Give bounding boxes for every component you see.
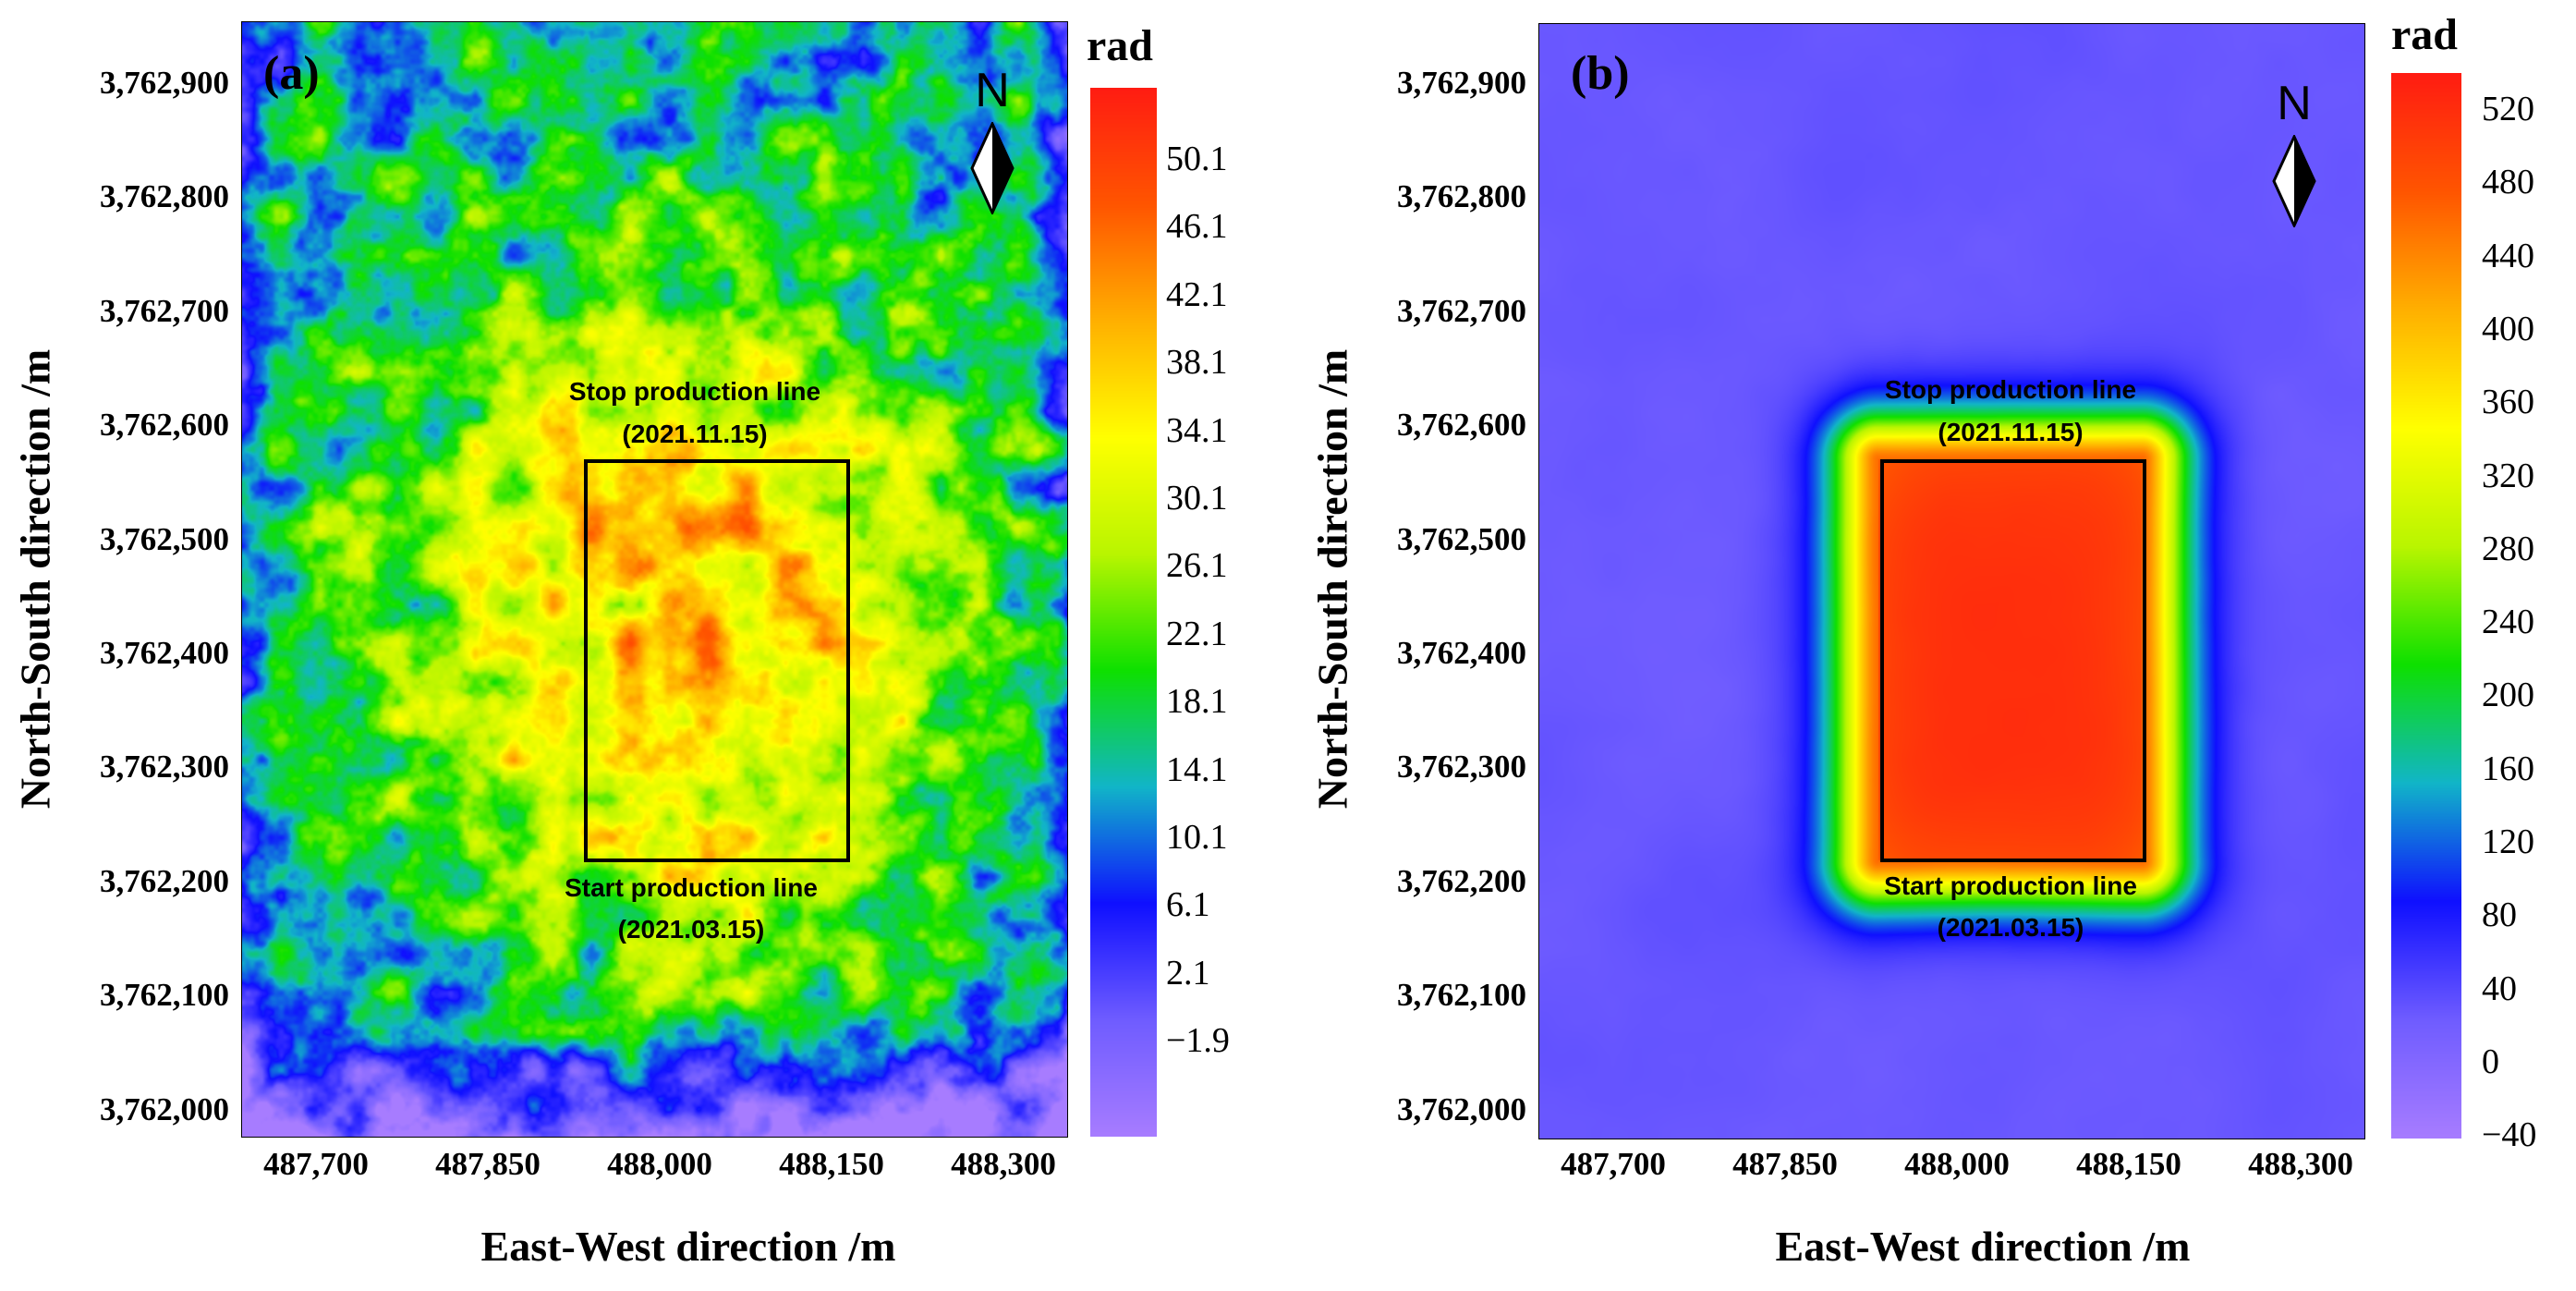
phase-map-b [1539, 24, 2364, 1139]
colorbar-tick-label: 50.1 [1166, 140, 1228, 178]
colorbar-tick-label: 10.1 [1166, 818, 1228, 857]
y-tick-label: 3,762,900 [1397, 65, 1526, 101]
colorbar-tick-label: 200 [2482, 676, 2534, 715]
y-tick-label: 3,762,200 [100, 862, 229, 899]
x-tick-label: 488,150 [779, 1146, 884, 1182]
x-tick-label: 488,300 [951, 1146, 1056, 1182]
north-label-a: N [975, 64, 1010, 117]
x-tick-label: 487,700 [1561, 1146, 1666, 1182]
stop-line-date-b: (2021.11.15) [1938, 418, 2084, 446]
panel-label-b: (b) [1571, 47, 1630, 100]
stop-line-label-a: Stop production line [568, 377, 821, 406]
colorbar-tick-label: 46.1 [1166, 207, 1228, 247]
colorbar-tick-label: −1.9 [1166, 1021, 1230, 1061]
y-tick-label: 3,762,600 [1397, 407, 1526, 444]
colorbar-tick-label: 480 [2482, 163, 2534, 202]
colorbar-tick-label: 120 [2482, 822, 2534, 861]
colorbar-a [1090, 88, 1157, 1137]
start-line-date-a: (2021.03.15) [617, 915, 765, 944]
panel-label-a: (a) [263, 47, 320, 100]
mining-area-a [584, 459, 850, 862]
y-axis-title-a: North-South direction /m [11, 348, 59, 810]
x-tick-label: 488,150 [2076, 1146, 2181, 1182]
colorbar-tick-label: 26.1 [1166, 546, 1228, 586]
colorbar-tick-label: 6.1 [1166, 885, 1210, 925]
colorbar-tick-label: 80 [2482, 895, 2517, 935]
colorbar-tick-label: 14.1 [1166, 749, 1228, 789]
north-label-b: N [2277, 77, 2312, 130]
stop-line-date-a: (2021.11.15) [622, 420, 768, 448]
panel-a: (a) Stop production line (2021.11.15) St… [11, 21, 1230, 1270]
colorbar-tick-label: 160 [2482, 749, 2534, 788]
y-tick-label: 3,762,100 [1397, 977, 1526, 1014]
colorbar-tick-label: 38.1 [1166, 343, 1228, 383]
colorbar-tick-label: 42.1 [1166, 274, 1228, 314]
north-arrow-icon [2272, 135, 2316, 227]
y-axis-title-b: North-South direction /m [1308, 348, 1356, 810]
colorbar-tick-label: 320 [2482, 456, 2534, 495]
colorbar-tick-label: 440 [2482, 236, 2534, 275]
y-tick-label: 3,762,800 [100, 178, 229, 215]
y-tick-label: 3,762,500 [100, 520, 229, 557]
x-tick-label: 488,300 [2248, 1146, 2353, 1182]
colorbar-tick-label: 400 [2482, 309, 2534, 348]
start-line-label-a: Start production line [565, 873, 818, 902]
start-line-date-b: (2021.03.15) [1937, 913, 2084, 942]
y-tick-label: 3,762,300 [100, 749, 229, 786]
colorbar-tick-label: 30.1 [1166, 479, 1228, 518]
colorbar-b [2391, 73, 2461, 1139]
phase-map-a [242, 22, 1067, 1137]
y-tick-label: 3,762,700 [1397, 292, 1526, 329]
colorbar-tick-label: −40 [2482, 1115, 2537, 1155]
colorbar-tick-label: 22.1 [1166, 614, 1228, 653]
panel-b: (b) Stop production line (2021.11.15) St… [1288, 0, 2576, 1291]
colorbar-tick-label: 360 [2482, 383, 2534, 422]
mining-area-b [1880, 459, 2146, 862]
y-tick-label: 3,762,500 [1397, 520, 1526, 557]
y-tick-label: 3,762,600 [100, 407, 229, 444]
colorbar-tick-label: 240 [2482, 603, 2534, 642]
y-tick-label: 3,762,000 [100, 1090, 229, 1127]
colorbar-tick-label: 18.1 [1166, 682, 1228, 722]
stop-line-label-b: Stop production line [1884, 375, 2137, 404]
y-tick-label: 3,762,700 [100, 292, 229, 329]
map-a-frame [241, 21, 1068, 1138]
x-tick-label: 487,850 [1732, 1146, 1838, 1182]
y-tick-label: 3,762,900 [100, 65, 229, 101]
colorbar-tick-label: 2.1 [1166, 953, 1210, 993]
x-tick-label: 487,850 [435, 1146, 541, 1182]
colorbar-title-b: rad [2391, 10, 2458, 59]
x-tick-label: 488,000 [607, 1146, 712, 1182]
x-axis-title-b: East-West direction /m [1775, 1223, 2191, 1270]
map-b-frame [1538, 23, 2365, 1139]
start-line-label-b: Start production line [1884, 871, 2137, 900]
colorbar-tick-label: 280 [2482, 529, 2534, 568]
colorbar-tick-label: 34.1 [1166, 410, 1228, 450]
colorbar-title-a: rad [1087, 21, 1153, 70]
y-tick-label: 3,762,000 [1397, 1090, 1526, 1127]
north-arrow-icon [970, 122, 1015, 214]
x-tick-label: 487,700 [263, 1146, 369, 1182]
y-tick-label: 3,762,800 [1397, 178, 1526, 215]
colorbar-tick-label: 40 [2482, 968, 2517, 1008]
colorbar-tick-label: 520 [2482, 90, 2534, 128]
y-tick-label: 3,762,100 [100, 977, 229, 1014]
y-tick-label: 3,762,300 [1397, 749, 1526, 786]
y-tick-label: 3,762,200 [1397, 862, 1526, 899]
x-axis-title-a: East-West direction /m [480, 1223, 896, 1270]
colorbar-tick-label: 0 [2482, 1041, 2499, 1081]
y-tick-label: 3,762,400 [1397, 635, 1526, 671]
x-tick-label: 488,000 [1904, 1146, 2010, 1182]
y-tick-label: 3,762,400 [100, 635, 229, 671]
